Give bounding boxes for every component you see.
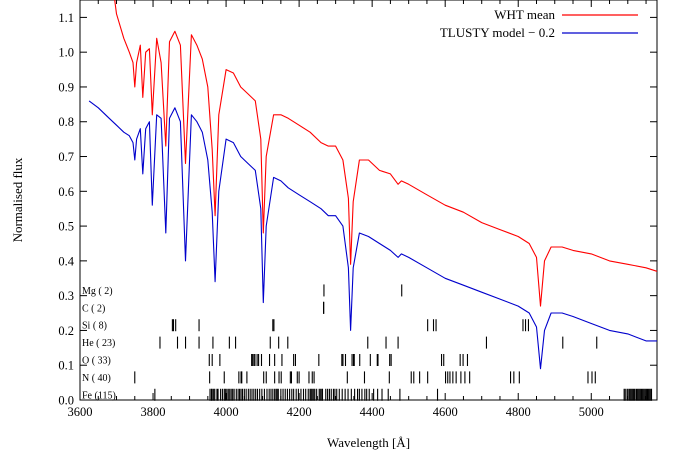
legend-label-tlusty: TLUSTY model − 0.2 — [440, 25, 555, 40]
y-tick-label: 1.1 — [58, 11, 74, 25]
x-tick-label: 3600 — [68, 405, 93, 419]
tick-labels: 3600 3800 4000 4200 4400 4600 4800 5000 0.0 0.1 0.… — [58, 11, 603, 419]
y-tick-label: 0.1 — [58, 359, 74, 373]
legend-label-wht: WHT mean — [494, 7, 555, 22]
x-tick-label: 5000 — [579, 405, 604, 419]
y-tick-label: 0.8 — [58, 115, 74, 129]
x-tick-label: 4600 — [433, 405, 458, 419]
y-tick-label: 0.7 — [58, 150, 74, 164]
x-tick-label: 4000 — [214, 405, 239, 419]
y-tick-label: 0.6 — [58, 185, 74, 199]
y-axis-label: Normalised flux — [10, 157, 25, 242]
y-tick-label: 0.9 — [58, 80, 74, 94]
x-axis-label: Wavelength [Å] — [327, 435, 410, 450]
y-tick-label: 0.3 — [58, 289, 74, 303]
series-line-wht-mean — [114, 0, 658, 307]
y-tick-label: 0.5 — [58, 220, 74, 234]
line-list-label: He ( 23) — [82, 338, 115, 349]
plot-frame — [79, 0, 658, 401]
y-tick-label: 1.0 — [58, 46, 74, 60]
x-tick-label: 4800 — [506, 405, 531, 419]
line-list-label: Mg ( 2) — [82, 286, 113, 297]
x-tick-label: 4200 — [287, 405, 312, 419]
y-tick-label: 0.2 — [58, 324, 74, 338]
legend: WHT mean TLUSTY model − 0.2 — [440, 7, 638, 40]
line-list-label: Fe (115) — [82, 390, 116, 401]
line-list-label: O ( 33) — [82, 356, 111, 367]
line-list-label: N ( 40) — [82, 373, 111, 384]
series-line-tlusty-model — [88, 100, 657, 370]
y-tick-label: 0.0 — [58, 394, 74, 408]
y-tick-label: 0.4 — [58, 254, 74, 268]
line-list-label: C ( 2) — [82, 303, 105, 314]
line-list-markers: Mg ( 2) C ( 2) Si ( 8) He ( 23) O ( 33) N ( 4… — [82, 284, 653, 401]
x-tick-label: 4400 — [360, 405, 385, 419]
axis-ticks — [79, 0, 657, 401]
spectrum-series — [88, 0, 658, 370]
x-tick-label: 3800 — [141, 405, 166, 419]
line-list-label: Si ( 8) — [82, 321, 107, 332]
